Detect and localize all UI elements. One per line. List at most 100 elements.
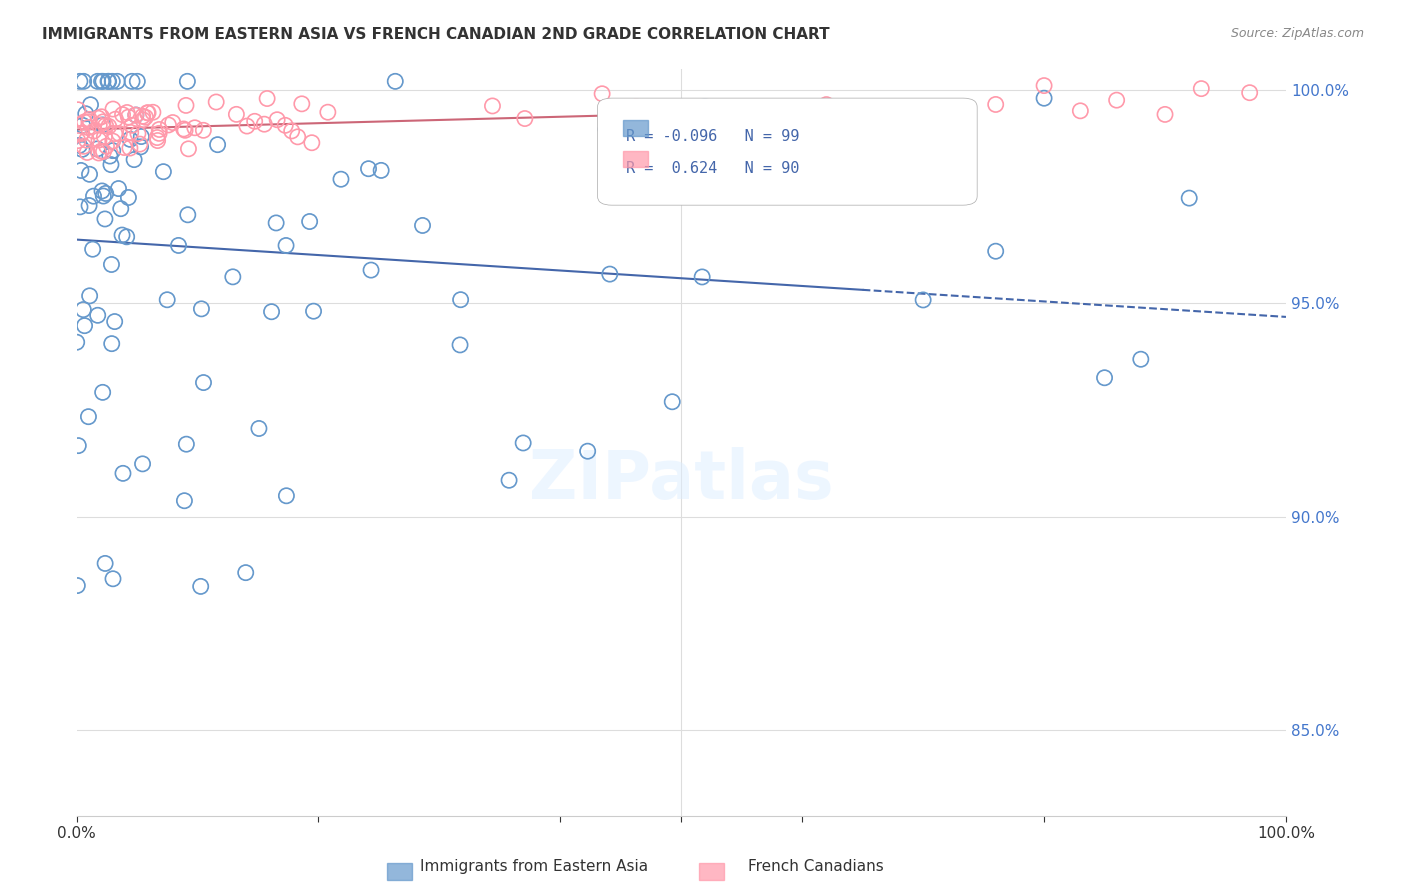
Point — [256, 91, 278, 105]
Point — [984, 97, 1007, 112]
Point — [1178, 191, 1201, 205]
Point — [105, 74, 128, 88]
Point — [115, 229, 138, 244]
Point — [745, 121, 768, 136]
Point — [91, 74, 114, 88]
Point — [67, 439, 90, 453]
Point — [90, 144, 112, 158]
Point — [91, 115, 114, 129]
Point — [148, 122, 170, 136]
Point — [77, 409, 100, 424]
Point — [167, 238, 190, 252]
Point — [301, 136, 323, 150]
Point — [70, 127, 93, 141]
Point — [86, 142, 108, 156]
Point — [595, 122, 617, 136]
Point — [193, 123, 215, 137]
Point — [690, 269, 713, 284]
Point — [190, 301, 212, 316]
Point — [91, 184, 114, 198]
Point — [66, 103, 89, 117]
Point — [91, 184, 114, 198]
Point — [260, 304, 283, 318]
Point — [173, 493, 195, 508]
Point — [247, 421, 270, 435]
Point — [122, 153, 145, 167]
Point — [247, 421, 270, 435]
Point — [125, 108, 148, 122]
Point — [127, 74, 149, 88]
Point — [148, 127, 170, 141]
Point — [82, 242, 104, 256]
Point — [129, 129, 152, 144]
Point — [115, 229, 138, 244]
Point — [76, 133, 98, 147]
Point — [104, 315, 127, 329]
Point — [136, 105, 159, 120]
Point — [131, 457, 153, 471]
Point — [274, 238, 297, 252]
Point — [912, 293, 935, 307]
Text: R =  0.624   N = 90: R = 0.624 N = 90 — [626, 161, 799, 176]
Point — [94, 557, 117, 571]
Point — [66, 578, 89, 592]
Point — [86, 142, 108, 156]
Point — [73, 74, 96, 88]
Point — [86, 308, 108, 322]
Point — [384, 74, 406, 88]
Point — [72, 119, 94, 133]
Point — [91, 118, 114, 132]
Point — [73, 115, 96, 129]
Point — [94, 186, 117, 201]
Point — [125, 108, 148, 122]
Point — [66, 335, 89, 350]
Point — [110, 202, 132, 216]
Point — [193, 376, 215, 390]
Point — [174, 123, 197, 137]
Point — [177, 208, 200, 222]
Point — [576, 444, 599, 458]
Point — [157, 118, 180, 132]
Point — [912, 293, 935, 307]
Point — [190, 301, 212, 316]
Point — [661, 394, 683, 409]
Point — [184, 120, 207, 135]
Point — [1129, 352, 1152, 367]
Point — [449, 338, 471, 352]
Point — [236, 119, 259, 133]
Point — [75, 107, 97, 121]
Point — [136, 105, 159, 120]
Point — [190, 579, 212, 593]
Point — [190, 579, 212, 593]
Point — [1105, 93, 1128, 107]
Point — [498, 473, 520, 487]
Point — [266, 112, 288, 127]
Point — [118, 141, 141, 155]
Point — [97, 74, 120, 88]
Point — [1129, 352, 1152, 367]
Point — [693, 100, 716, 114]
Point — [117, 190, 139, 204]
Point — [75, 107, 97, 121]
Point — [768, 101, 790, 115]
Point — [576, 444, 599, 458]
Point — [357, 161, 380, 176]
Point — [264, 216, 287, 230]
Point — [111, 228, 134, 243]
Point — [86, 74, 108, 88]
Point — [100, 258, 122, 272]
Point — [360, 263, 382, 277]
Point — [128, 137, 150, 152]
Point — [360, 263, 382, 277]
Point — [101, 572, 124, 586]
Point — [94, 211, 117, 226]
Point — [647, 123, 669, 137]
Point — [924, 128, 946, 142]
Point — [235, 566, 257, 580]
Point — [176, 437, 198, 451]
Point — [693, 100, 716, 114]
Point — [207, 137, 229, 152]
Text: ZIPatlas: ZIPatlas — [529, 447, 834, 513]
Point — [450, 293, 472, 307]
Point — [129, 129, 152, 144]
